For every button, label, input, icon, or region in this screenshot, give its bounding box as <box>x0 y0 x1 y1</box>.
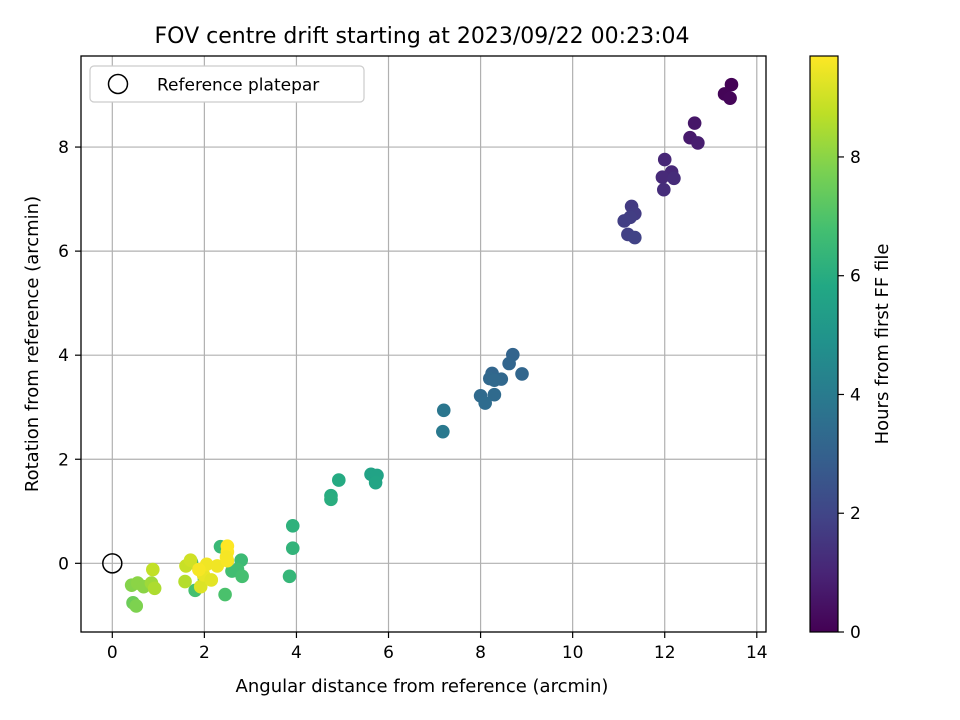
y-axis-ticks: 0 2 4 6 8 <box>58 138 81 574</box>
data-point <box>331 473 346 487</box>
data-point <box>147 581 162 596</box>
x-tick-label: 4 <box>291 643 302 663</box>
x-tick-label: 12 <box>654 643 676 663</box>
legend-open-circle-marker <box>107 73 129 95</box>
data-point <box>285 541 300 556</box>
data-point <box>193 579 208 594</box>
chart-title: FOV centre drift starting at 2023/09/22 … <box>155 24 690 49</box>
y-tick-label: 0 <box>58 554 69 574</box>
data-point <box>178 574 192 589</box>
x-tick-label: 14 <box>746 643 768 663</box>
data-point <box>146 562 160 577</box>
data-point <box>436 403 451 418</box>
data-point <box>129 599 144 613</box>
data-point <box>628 230 642 245</box>
data-point <box>478 396 492 410</box>
data-point <box>192 562 206 577</box>
reference-platepar-marker <box>102 553 123 574</box>
y-tick-label: 4 <box>58 346 69 366</box>
data-point <box>502 356 516 371</box>
data-point <box>657 152 672 167</box>
data-point <box>655 170 670 185</box>
y-tick-label: 6 <box>58 242 69 262</box>
data-point <box>691 136 705 150</box>
x-tick-label: 8 <box>475 643 486 663</box>
plot-area-frame <box>80 55 767 633</box>
legend-label: Reference platepar <box>157 76 319 96</box>
data-point <box>235 569 249 584</box>
legend-box <box>89 65 365 103</box>
x-tick-label: 10 <box>562 643 584 663</box>
colorbar-ticks: 0 2 4 6 8 <box>838 148 861 643</box>
colorbar <box>809 55 839 633</box>
data-point <box>487 373 502 387</box>
data-point <box>487 387 502 402</box>
data-point <box>515 367 529 381</box>
x-tick-label: 6 <box>383 643 394 663</box>
x-tick-label: 0 <box>107 643 118 663</box>
data-point <box>436 424 450 439</box>
data-point <box>617 214 632 228</box>
data-point <box>667 171 681 186</box>
data-point <box>219 550 234 564</box>
data-point <box>210 559 225 573</box>
data-point <box>324 492 338 507</box>
x-tick-label: 2 <box>199 643 210 663</box>
colorbar-tick-label: 6 <box>850 267 861 287</box>
data-point <box>225 564 239 578</box>
colorbar-tick-label: 8 <box>850 148 861 168</box>
colorbar-tick-label: 0 <box>850 623 861 643</box>
data-point <box>204 573 219 587</box>
data-point <box>285 519 300 533</box>
data-point <box>282 569 297 584</box>
data-point <box>218 587 232 602</box>
data-point <box>724 77 739 92</box>
x-axis-ticks: 0 2 4 6 8 10 12 14 <box>107 632 768 663</box>
data-point <box>183 553 198 567</box>
colorbar-tick-label: 4 <box>850 385 861 405</box>
data-point <box>657 182 671 197</box>
legend: Reference platepar <box>89 65 365 103</box>
data-point <box>687 116 702 130</box>
x-axis-label: Angular distance from reference (arcmin) <box>236 676 609 697</box>
data-point <box>723 91 737 105</box>
data-points <box>124 77 739 613</box>
colorbar-label: Hours from first FF file <box>872 244 893 445</box>
y-tick-label: 8 <box>58 138 69 158</box>
colorbar-tick-label: 2 <box>850 504 861 524</box>
data-point <box>368 475 383 490</box>
y-axis-label: Rotation from reference (arcmin) <box>22 196 43 492</box>
grid-lines <box>81 56 766 632</box>
y-tick-label: 2 <box>58 450 69 470</box>
